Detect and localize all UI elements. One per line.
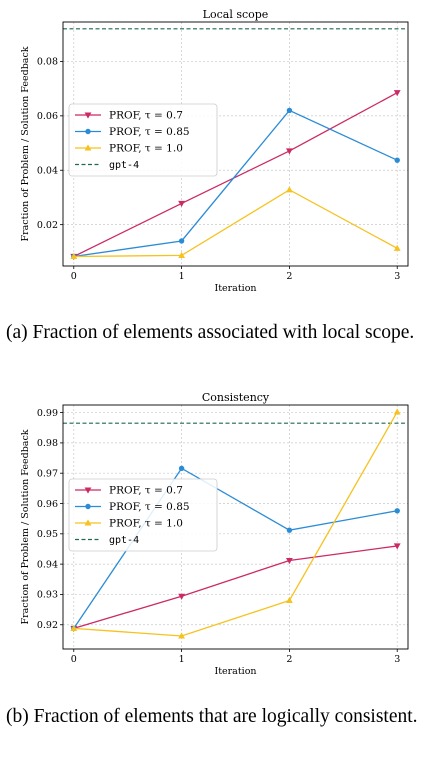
series-2 (70, 186, 401, 260)
data-point (286, 148, 293, 155)
data-point (286, 596, 293, 604)
legend-label: PROF, τ = 0.7 (109, 485, 183, 497)
series-line (73, 411, 398, 637)
y-tick-label: 0.99 (37, 408, 58, 419)
consistency-chart: Consistency 0.92 0.93 0.94 0.95 0.96 0.97 0.98 0… (20, 391, 409, 677)
data-point (286, 527, 293, 533)
legend-label: PROF, τ = 1.0 (109, 518, 183, 530)
y-tick-label: 0.95 (37, 529, 58, 540)
x-tick-label: 0 (71, 271, 77, 282)
series-line (73, 189, 398, 258)
legend-marker (85, 128, 91, 135)
y-axis-label: Fraction of Problem / Solution Feedback (20, 46, 31, 241)
legend-marker (84, 144, 92, 151)
series-line (73, 109, 398, 258)
data-point (178, 200, 185, 208)
legend-label: PROF, τ = 0.7 (109, 110, 183, 122)
y-tick-label: 0.06 (37, 111, 58, 122)
data-point (393, 408, 401, 415)
legend-label: PROF, τ = 1.0 (109, 143, 183, 155)
caption-consistency: (b) Fraction of elements that are logica… (6, 706, 418, 727)
data-point (70, 252, 78, 260)
y-tick-label: 0.97 (37, 468, 58, 479)
x-tick-label: 3 (394, 271, 400, 282)
x-tick-label: 1 (179, 654, 185, 665)
x-tick-label: 0 (71, 654, 77, 665)
x-axis-label: Iteration (214, 666, 256, 677)
y-tick-label: 0.02 (37, 220, 58, 231)
legend-marker (84, 519, 92, 526)
legend-marker (85, 503, 91, 510)
data-point (394, 157, 400, 163)
legend-label: gpt-4 (109, 160, 139, 171)
y-tick-label: 0.08 (37, 57, 58, 68)
y-tick-label: 0.93 (37, 590, 58, 601)
chart-title: Consistency (202, 391, 270, 404)
legend-box (68, 478, 218, 552)
legend: PROF, τ = 0.7 PROF, τ = 0.85 PROF, τ = 1.0… (68, 103, 218, 177)
data-point (393, 543, 401, 550)
x-tick-label: 2 (286, 654, 292, 665)
data-point (178, 238, 185, 244)
data-point (286, 186, 293, 193)
legend-marker (84, 112, 92, 119)
data-point (393, 244, 401, 251)
y-tick-label: 0.92 (37, 620, 58, 631)
data-point (393, 90, 401, 97)
data-point (178, 251, 185, 258)
x-tick-label: 3 (394, 654, 400, 665)
plot-frame (62, 404, 409, 650)
data-point (178, 593, 185, 600)
legend-label: gpt-4 (109, 535, 139, 546)
y-tick-label: 0.04 (37, 166, 58, 177)
caption-local-scope: (a) Fraction of elements associated with… (6, 322, 415, 343)
legend-label: PROF, τ = 0.85 (109, 501, 190, 513)
x-axis-label: Iteration (214, 283, 256, 294)
figure-panel-consistency: Consistency 0.92 0.93 0.94 0.95 0.96 0.97 0.98 0… (0, 383, 425, 766)
legend-marker (84, 487, 92, 494)
x-tick-label: 1 (179, 271, 185, 282)
figure-panel-local-scope: Local scope 0.02 0.04 0.06 0.08 0 1 2 3 Iteration… (6, 8, 415, 343)
x-tick-label: 2 (286, 271, 292, 282)
series-2 (70, 408, 401, 639)
series-line (73, 92, 398, 258)
y-axis-label: Fraction of Problem / Solution Feedback (20, 429, 31, 624)
local-scope-chart: Local scope 0.02 0.04 0.06 0.08 0 1 2 3 Iteration… (20, 8, 409, 294)
y-tick-label: 0.96 (37, 499, 58, 510)
data-point (394, 508, 400, 514)
data-point (70, 624, 78, 631)
y-tick-label: 0.94 (37, 559, 58, 570)
legend-box (68, 103, 218, 177)
data-point (178, 632, 185, 639)
legend: PROF, τ = 0.7 PROF, τ = 0.85 PROF, τ = 1.0… (68, 478, 218, 552)
data-point (178, 465, 185, 472)
plot-frame (62, 21, 409, 267)
data-point (286, 107, 293, 114)
chart-title: Local scope (203, 8, 269, 21)
y-tick-label: 0.98 (37, 438, 58, 449)
series-line (73, 545, 398, 630)
legend-label: PROF, τ = 0.85 (109, 126, 190, 138)
data-point (286, 557, 293, 565)
